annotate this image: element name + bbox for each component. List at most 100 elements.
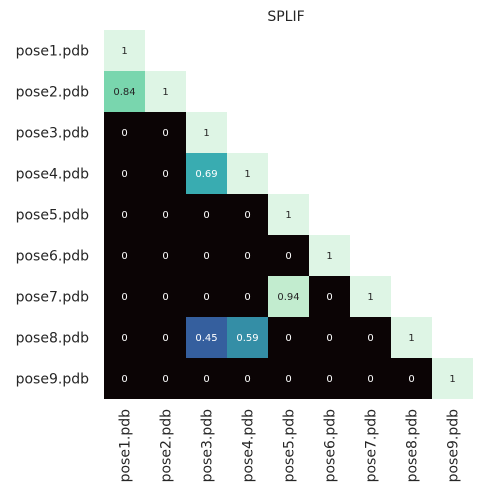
- heatmap-cell: [104, 112, 145, 153]
- column-tick-label: pose6.pdb: [323, 409, 339, 482]
- heatmap-cell: [145, 112, 186, 153]
- heatmap-cell: [104, 276, 145, 317]
- heatmap-cell: [145, 358, 186, 399]
- heatmap-cell: [145, 317, 186, 358]
- heatmap-cell: [309, 276, 350, 317]
- cell-value-label: 0.45: [195, 333, 217, 344]
- heatmap-cell: [350, 358, 391, 399]
- heatmap-cell: [350, 317, 391, 358]
- heatmap-cell: [145, 235, 186, 276]
- row-tick-label: pose4.pdb: [16, 167, 89, 183]
- cell-value-label: 0: [121, 374, 127, 385]
- heatmap-cell: [186, 153, 227, 194]
- cell-value-label: 0: [285, 333, 291, 344]
- row-tick-label: pose6.pdb: [16, 249, 89, 265]
- heatmap-cell: [309, 235, 350, 276]
- heatmap-cell: [268, 358, 309, 399]
- cell-value-label: 1: [121, 46, 127, 57]
- cell-value-label: 0: [367, 374, 373, 385]
- cell-value-label: 1: [326, 251, 332, 262]
- heatmap-cell: [145, 71, 186, 112]
- column-tick-label: pose7.pdb: [364, 409, 380, 482]
- row-tick-label: pose2.pdb: [16, 85, 89, 101]
- heatmap-cell: [268, 235, 309, 276]
- heatmap-cell: [186, 276, 227, 317]
- heatmap-cell: [227, 317, 268, 358]
- column-labels: pose1.pdb pose2.pdb pose3.pdb pose4.pdb pose…: [118, 409, 462, 482]
- heatmap-cell: [145, 194, 186, 235]
- column-tick-label: pose1.pdb: [118, 409, 134, 482]
- cell-value-label: 0: [121, 128, 127, 139]
- heatmap-cell: [104, 153, 145, 194]
- cell-value-label: 1: [203, 128, 209, 139]
- cell-value-label: 0: [326, 333, 332, 344]
- cell-value-label: 0: [408, 374, 414, 385]
- heatmap-cell: [227, 358, 268, 399]
- cell-value-label: 0: [162, 374, 168, 385]
- cell-value-label: 0: [203, 292, 209, 303]
- chart-title: SPLIF: [267, 9, 304, 25]
- cell-value-label: 0: [162, 292, 168, 303]
- cell-value-label: 0: [244, 251, 250, 262]
- column-tick-label: pose9.pdb: [446, 409, 462, 482]
- heatmap-cell: [268, 276, 309, 317]
- cell-value-label: 0: [121, 292, 127, 303]
- cell-value-label: 1: [285, 210, 291, 221]
- heatmap-cell: [145, 276, 186, 317]
- cell-value-label: 0.84: [113, 87, 135, 98]
- column-tick-label: pose5.pdb: [282, 409, 298, 482]
- row-labels: pose1.pdb pose2.pdb pose3.pdb pose4.pdb pose…: [16, 44, 89, 388]
- cell-value-label: 0: [162, 210, 168, 221]
- cell-value-label: 0: [121, 169, 127, 180]
- cell-value-label: 0: [285, 374, 291, 385]
- cell-value-label: 0: [285, 251, 291, 262]
- heatmap-cell: [145, 153, 186, 194]
- cell-value-label: 0: [203, 210, 209, 221]
- heatmap-cell: [391, 358, 432, 399]
- heatmap-cell: [104, 30, 145, 71]
- column-tick-label: pose4.pdb: [241, 409, 257, 482]
- cell-value-label: 0: [203, 251, 209, 262]
- heatmap-cell: [391, 317, 432, 358]
- heatmap-cell: [268, 317, 309, 358]
- cell-value-label: 0.69: [195, 169, 217, 180]
- row-tick-label: pose7.pdb: [16, 290, 89, 306]
- heatmap-cell: [104, 235, 145, 276]
- cell-value-label: 0: [121, 251, 127, 262]
- heatmap-cell: [186, 317, 227, 358]
- row-tick-label: pose5.pdb: [16, 208, 89, 224]
- cell-value-label: 1: [408, 333, 414, 344]
- cell-value-label: 1: [162, 87, 168, 98]
- heatmap-cell: [186, 194, 227, 235]
- row-tick-label: pose3.pdb: [16, 126, 89, 142]
- row-tick-label: pose8.pdb: [16, 331, 89, 347]
- cell-value-label: 1: [244, 169, 250, 180]
- row-tick-label: pose9.pdb: [16, 372, 89, 388]
- heatmap-cell: [350, 276, 391, 317]
- heatmap-cell: [227, 276, 268, 317]
- heatmap-cell: [186, 358, 227, 399]
- heatmap-cell: [432, 358, 473, 399]
- column-tick-label: pose2.pdb: [159, 409, 175, 482]
- heatmap-cell: [104, 358, 145, 399]
- cell-value-label: 0: [244, 210, 250, 221]
- row-tick-label: pose1.pdb: [16, 44, 89, 60]
- cell-value-label: 0: [326, 292, 332, 303]
- cell-value-label: 0: [162, 333, 168, 344]
- heatmap-cell: [104, 317, 145, 358]
- heatmap-cell: [227, 194, 268, 235]
- heatmap-cell: [227, 153, 268, 194]
- heatmap-cells: 1 0.84 1 0 0 1 0 0 0.69 1 0 0 0 0 1 0 0 0 0 0 1 0 0 0 0 0.94 0 1 0 0 0…: [104, 30, 473, 399]
- cell-value-label: 0: [162, 169, 168, 180]
- cell-value-label: 0: [367, 333, 373, 344]
- cell-value-label: 1: [449, 374, 455, 385]
- heatmap-cell: [309, 358, 350, 399]
- heatmap-cell: [186, 112, 227, 153]
- cell-value-label: 0: [326, 374, 332, 385]
- heatmap-cell: [309, 317, 350, 358]
- cell-value-label: 1: [367, 292, 373, 303]
- cell-value-label: 0.59: [236, 333, 258, 344]
- heatmap-cell: [104, 194, 145, 235]
- cell-value-label: 0.94: [277, 292, 299, 303]
